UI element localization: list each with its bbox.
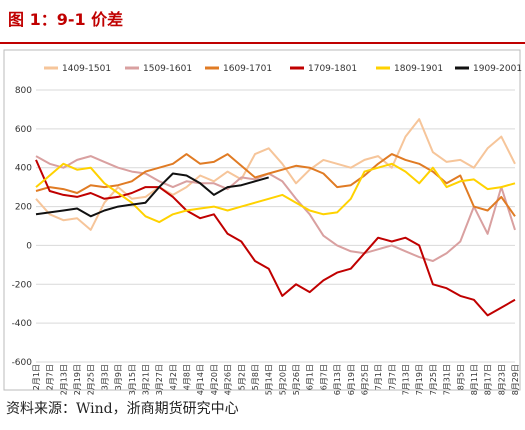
x-tick-label: 3月27日 (155, 364, 164, 395)
x-tick-label: 6月25日 (360, 364, 369, 395)
x-tick-label: 4月14日 (196, 364, 205, 395)
x-tick-label: 3月15日 (128, 364, 137, 395)
x-tick-label: 5月26日 (292, 364, 301, 395)
series-line-1809-1901 (35, 162, 516, 224)
gridlines (36, 89, 515, 363)
legend-label: 1509-1601 (143, 64, 192, 74)
x-tick-label: 7月1日 (374, 364, 383, 390)
x-tick-label: 8月23日 (497, 364, 506, 395)
y-axis: -600 -400 -200 0 200 400 600 800 (12, 86, 33, 368)
x-tick-label: 2月25日 (87, 364, 96, 395)
x-tick-label: 3月21日 (141, 364, 150, 395)
x-tick-label: 8月29日 (511, 364, 520, 395)
page-title: 图 1：9-1 价差 (8, 10, 124, 29)
legend-label: 1409-1501 (62, 64, 111, 74)
series-line-1609-1701 (35, 153, 516, 217)
legend: 1409-1501 1509-1601 1609-1701 1709-1801 1809… (44, 64, 522, 74)
series-line-1709-1801 (35, 159, 516, 317)
y-tick-label: 200 (15, 203, 32, 213)
x-tick-label: 8月5日 (456, 364, 465, 390)
series-lines (35, 118, 516, 317)
source-note: 资料来源：Wind，浙商期货研究中心 (6, 401, 239, 417)
x-tick-label: 4月26日 (224, 364, 233, 395)
x-tick-label: 7月7日 (388, 364, 397, 390)
y-tick-label: -200 (12, 280, 33, 290)
x-tick-label: 6月19日 (347, 364, 356, 395)
x-tick-label: 8月11日 (470, 364, 479, 395)
x-tick-label: 5月14日 (265, 364, 274, 395)
legend-label: 1909-2001 (473, 64, 522, 74)
title-rule (0, 42, 525, 44)
series-line-1409-1501 (35, 118, 516, 231)
x-tick-label: 6月7日 (319, 364, 328, 390)
x-tick-label: 2月7日 (46, 364, 55, 390)
x-tick-label: 8月17日 (484, 364, 493, 395)
legend-label: 1809-1901 (394, 64, 443, 74)
y-tick-label: -600 (12, 358, 33, 368)
x-tick-label: 5月20日 (278, 364, 287, 395)
x-tick-label: 3月3日 (100, 364, 109, 390)
x-tick-label: 5月2日 (237, 364, 246, 390)
x-tick-label: 4月8日 (183, 364, 192, 390)
y-tick-label: 0 (26, 241, 32, 251)
x-tick-label: 6月13日 (333, 364, 342, 395)
x-tick-label: 2月13日 (59, 364, 68, 395)
y-tick-label: 400 (15, 164, 32, 174)
x-tick-label: 7月13日 (402, 364, 411, 395)
legend-label: 1709-1801 (308, 64, 357, 74)
x-tick-label: 2月1日 (32, 364, 41, 390)
x-tick-label: 2月19日 (73, 364, 82, 395)
y-tick-label: 600 (15, 125, 32, 135)
plot-border (3, 49, 521, 391)
x-tick-label: 4月20日 (210, 364, 219, 395)
y-tick-label: 800 (15, 86, 32, 96)
x-axis: 2月1日 2月7日 2月13日 2月19日 2月25日 3月3日 3月9日 3月15日 3月21… (32, 364, 520, 395)
x-tick-label: 7月31日 (443, 364, 452, 395)
series-line-1909-2001 (35, 172, 269, 218)
x-tick-label: 5月8日 (251, 364, 260, 390)
x-tick-label: 4月2日 (169, 364, 178, 390)
x-tick-label: 3月9日 (114, 364, 123, 390)
x-tick-label: 7月19日 (415, 364, 424, 395)
y-tick-label: -400 (12, 319, 33, 329)
x-tick-label: 6月1日 (306, 364, 315, 390)
x-tick-label: 7月25日 (429, 364, 438, 395)
legend-label: 1609-1701 (223, 64, 272, 74)
series-line-1509-1601 (35, 155, 516, 262)
